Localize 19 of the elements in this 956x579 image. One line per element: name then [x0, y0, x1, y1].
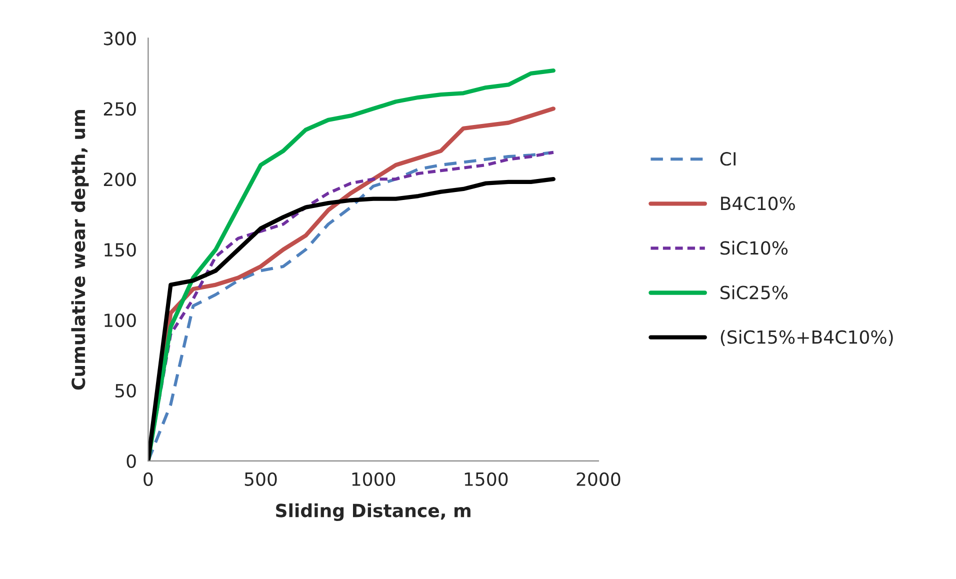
y-tick-label: 50: [115, 384, 136, 398]
y-tick-label: 0: [126, 454, 136, 468]
y-tick-label: 300: [104, 32, 136, 46]
legend-label: (SiC15%+B4C10%): [720, 330, 893, 346]
x-tick-label: 1000: [352, 472, 396, 486]
x-tick-label: 2000: [576, 472, 620, 486]
y-tick-label: 100: [104, 313, 136, 328]
legend-label: CI: [720, 152, 736, 166]
x-axis-title: Sliding Distance, m: [276, 503, 470, 521]
legend-label: SiC25%: [720, 285, 788, 300]
y-tick-label: 200: [104, 172, 136, 186]
y-tick-label: 150: [104, 243, 136, 257]
x-tick-label: 1500: [464, 472, 508, 486]
legend-label: B4C10%: [721, 196, 795, 210]
legend-label: SiC10%: [720, 240, 788, 255]
x-tick-label: 0: [144, 472, 153, 486]
x-tick-label: 500: [244, 472, 277, 486]
y-axis-title: Cumulative wear depth, um: [71, 110, 89, 390]
y-tick-label: 250: [104, 102, 136, 116]
